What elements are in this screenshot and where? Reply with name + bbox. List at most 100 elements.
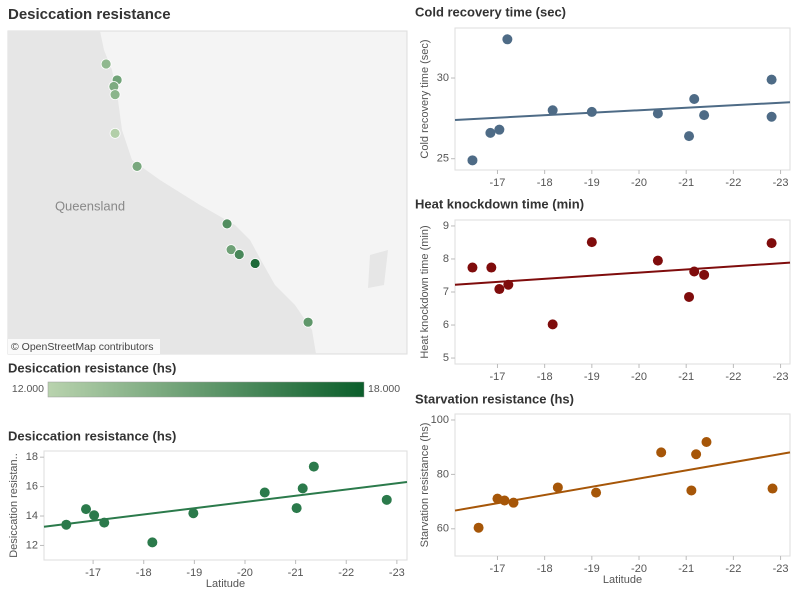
point [547, 319, 558, 330]
x-axis-label: Latitude [603, 574, 642, 586]
point [188, 508, 199, 519]
map-island [368, 250, 388, 288]
x-tick-label: -17 [490, 371, 506, 383]
chart-title: Heat knockdown time (min) [415, 196, 584, 211]
point [503, 279, 514, 290]
point [297, 483, 308, 494]
x-tick-label: -20 [631, 563, 647, 575]
x-tick-label: -22 [725, 177, 741, 189]
plot-area [454, 219, 791, 365]
legend-bar [47, 381, 365, 398]
point [656, 447, 667, 458]
point [591, 487, 602, 498]
y-tick-label: 7 [443, 286, 449, 298]
point [689, 94, 700, 104]
x-tick-label: -17 [490, 563, 506, 575]
point [686, 485, 697, 496]
point [699, 269, 710, 280]
y-tick-label: 25 [437, 153, 449, 165]
y-tick-label: 80 [437, 468, 449, 480]
trend-line [454, 101, 791, 121]
legend-title: Desiccation resistance (hs) [8, 360, 176, 375]
dashboard-title: Desiccation resistance [8, 6, 171, 23]
chart-title: Starvation resistance (hs) [415, 391, 574, 406]
y-axis-label: Cold recovery time (sec) [419, 39, 431, 158]
x-tick-label: -23 [773, 371, 789, 383]
x-tick-label: -21 [678, 177, 694, 189]
point [652, 108, 663, 119]
chart-title: Desiccation resistance (hs) [8, 428, 176, 443]
x-tick-label: -22 [725, 371, 741, 383]
map-label: Queensland [55, 198, 125, 213]
x-tick-label: -21 [678, 371, 694, 383]
y-tick-label: 14 [26, 510, 38, 522]
x-axis-label: Latitude [206, 578, 245, 590]
map-point [302, 316, 314, 328]
point [766, 74, 777, 85]
point [467, 155, 478, 166]
x-tick-label: -19 [584, 563, 600, 575]
y-axis-label: Heat knockdown time (min) [419, 225, 431, 358]
point [381, 494, 392, 505]
point [766, 238, 777, 249]
point [308, 461, 319, 472]
x-tick-label: -18 [537, 563, 553, 575]
point [486, 262, 497, 273]
plot-area [43, 450, 408, 561]
y-tick-label: 60 [437, 523, 449, 535]
point [494, 124, 505, 135]
point [701, 437, 712, 448]
x-tick-label: -20 [631, 371, 647, 383]
point [552, 482, 563, 493]
x-tick-label: -23 [773, 177, 789, 189]
x-tick-label: -21 [678, 563, 694, 575]
point [147, 537, 158, 548]
point [547, 105, 558, 116]
legend-min: 12.000 [12, 383, 44, 395]
x-tick-label: -21 [288, 567, 304, 579]
point [684, 291, 695, 302]
y-axis-label: Starvation resistance (hs) [419, 423, 431, 548]
map-attribution: © OpenStreetMap contributors [11, 341, 154, 353]
point [291, 503, 302, 514]
point [691, 449, 702, 460]
legend-max: 18.000 [368, 383, 400, 395]
point [81, 504, 92, 515]
x-tick-label: -17 [85, 567, 101, 579]
x-tick-label: -19 [584, 371, 600, 383]
y-tick-label: 30 [437, 72, 449, 84]
map-land [8, 31, 316, 354]
map-point [233, 249, 245, 260]
x-tick-label: -23 [389, 567, 405, 579]
point [699, 110, 710, 121]
y-tick-label: 9 [443, 220, 449, 232]
x-tick-label: -22 [725, 563, 741, 575]
point [767, 483, 778, 494]
map-point [109, 89, 121, 101]
point [485, 127, 496, 138]
y-tick-label: 18 [26, 451, 38, 463]
plot-area [454, 27, 791, 171]
map-point [249, 258, 261, 269]
x-tick-label: -19 [584, 177, 600, 189]
point [61, 519, 72, 530]
point [473, 522, 484, 533]
point [99, 517, 110, 528]
point [508, 497, 519, 508]
point [259, 487, 270, 498]
point [467, 262, 478, 273]
point [689, 266, 700, 277]
point [652, 255, 663, 266]
x-tick-label: -22 [338, 567, 354, 579]
y-axis-label: Desiccation resistan.. [8, 453, 20, 558]
y-tick-label: 100 [431, 414, 449, 426]
y-tick-label: 5 [443, 352, 449, 364]
attribution-bg [8, 339, 160, 354]
map-point [221, 218, 233, 230]
map-point [100, 58, 112, 70]
x-tick-label: -18 [537, 371, 553, 383]
point [766, 111, 777, 122]
point [684, 131, 695, 142]
point [89, 510, 100, 521]
